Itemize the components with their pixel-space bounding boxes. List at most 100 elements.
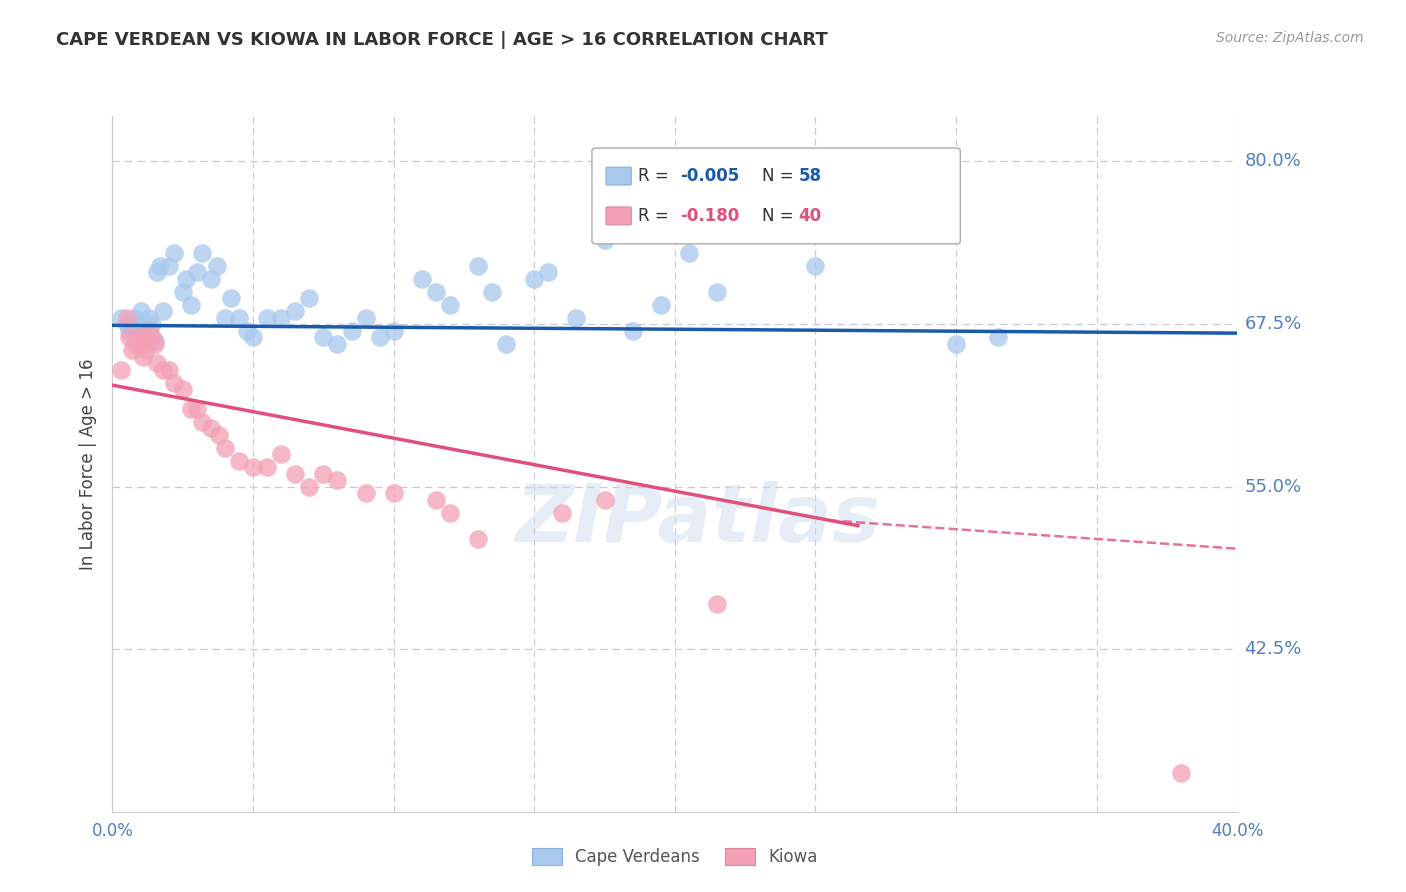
Point [326,336,349,351]
Point [118,324,141,338]
Point [523,271,546,285]
Text: 55.0%: 55.0% [1244,477,1302,496]
Point [256,310,278,325]
Point [110,362,132,376]
Point [1170,765,1192,780]
Point [284,467,307,481]
Point [146,265,169,279]
Text: Source: ZipAtlas.com: Source: ZipAtlas.com [1216,31,1364,45]
Point [129,317,152,331]
Point [143,334,166,348]
Text: 0.0%: 0.0% [91,822,134,840]
Text: 80.0%: 80.0% [1244,153,1301,170]
Point [141,317,163,331]
Point [678,245,700,260]
Point [172,285,194,299]
Point [180,401,202,416]
Point [987,330,1010,344]
Text: 58: 58 [799,167,821,185]
Point [135,343,157,357]
Point [132,330,155,344]
Y-axis label: In Labor Force | Age > 16: In Labor Force | Age > 16 [79,358,97,570]
Point [157,259,180,273]
Point [163,376,186,390]
Point [152,304,174,318]
Point [481,285,503,299]
Point [565,310,588,325]
Point [141,330,163,344]
Point [354,310,377,325]
Point [382,324,405,338]
Point [186,401,208,416]
Point [368,330,391,344]
Point [135,324,157,338]
Point [439,506,461,520]
Point [138,324,160,338]
Point [326,473,349,487]
Point [191,415,214,429]
Point [127,330,149,344]
Point [146,356,169,370]
Text: R =: R = [638,207,675,225]
Point [467,259,489,273]
Text: -0.180: -0.180 [681,207,740,225]
Point [143,336,166,351]
Point [411,271,433,285]
Point [174,271,197,285]
Point [748,168,770,182]
Point [425,492,447,507]
Point [172,382,194,396]
Point [340,324,363,338]
Point [467,532,489,546]
Point [219,291,242,305]
Text: CAPE VERDEAN VS KIOWA IN LABOR FORCE | AGE > 16 CORRELATION CHART: CAPE VERDEAN VS KIOWA IN LABOR FORCE | A… [56,31,828,49]
Point [228,453,250,467]
Point [537,265,560,279]
Text: N =: N = [762,167,799,185]
Point [163,245,186,260]
Point [256,460,278,475]
Text: -0.005: -0.005 [681,167,740,185]
Point [593,233,616,247]
Text: R =: R = [638,167,675,185]
Point [191,245,214,260]
Point [129,336,152,351]
Point [621,324,644,338]
Point [650,297,672,311]
Point [208,427,231,442]
Point [127,326,149,340]
Point [284,304,307,318]
Point [214,310,236,325]
Point [157,362,180,376]
Text: ZIPatlas: ZIPatlas [515,481,880,558]
Point [110,310,132,325]
Point [298,480,321,494]
Point [132,350,155,364]
Point [200,271,222,285]
Point [118,330,141,344]
Point [138,310,160,325]
Point [180,297,202,311]
Point [706,597,728,611]
Legend: Cape Verdeans, Kiowa: Cape Verdeans, Kiowa [526,841,824,873]
Point [495,336,517,351]
Text: 67.5%: 67.5% [1244,315,1302,333]
Point [121,321,143,335]
Text: 40: 40 [799,207,821,225]
Point [149,259,172,273]
Point [312,467,335,481]
Point [945,336,967,351]
Point [115,317,138,331]
Point [121,343,143,357]
Point [551,506,574,520]
Point [354,486,377,500]
Point [593,492,616,507]
Point [312,330,335,344]
Point [425,285,447,299]
Point [124,310,146,325]
Point [804,259,827,273]
Point [115,310,138,325]
Text: N =: N = [762,207,799,225]
Point [242,460,264,475]
Point [129,304,152,318]
